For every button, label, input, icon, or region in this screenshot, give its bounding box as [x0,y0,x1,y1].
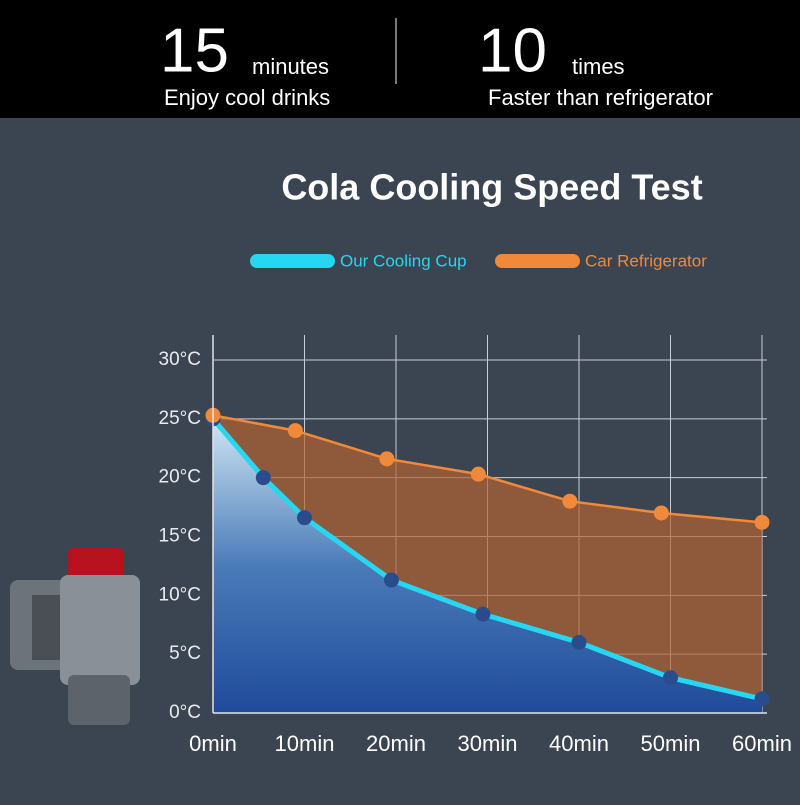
stat-caption: Enjoy cool drinks [164,85,330,110]
data-point [475,606,491,622]
data-point [663,670,678,686]
data-point [562,493,578,509]
data-point [287,423,303,439]
x-tick-label: 30min [458,731,518,756]
product-illustration [10,548,140,725]
data-point [653,505,669,521]
data-point [470,466,486,482]
stat-number: 10 [478,16,547,85]
stat-unit: minutes [252,54,329,79]
y-tick-label: 15°C [159,526,201,547]
data-point [297,510,312,526]
data-point [754,514,770,530]
legend-swatch [495,254,580,268]
data-point [754,691,770,707]
legend-swatch [250,254,335,268]
stat-number: 15 [160,16,229,85]
series-area [213,418,762,713]
y-tick-label: 20°C [159,467,201,488]
y-tick-label: 25°C [159,408,201,429]
legend-label: Our Cooling Cup [340,251,467,270]
y-tick-label: 10°C [159,584,201,605]
x-tick-label: 0min [189,731,237,756]
y-tick-label: 30°C [159,349,201,370]
data-point [383,572,399,588]
stat-unit: times [572,54,625,79]
data-point [571,634,587,650]
y-tick-label: 5°C [169,643,201,664]
legend-label: Car Refrigerator [585,251,707,270]
x-tick-label: 40min [549,731,609,756]
series-line [211,417,763,702]
x-tick-label: 10min [275,731,335,756]
data-point [379,451,395,467]
y-tick-label: 0°C [169,702,201,723]
x-tick-label: 60min [732,731,792,756]
x-tick-label: 20min [366,731,426,756]
x-tick-label: 50min [641,731,701,756]
chart-title: Cola Cooling Speed Test [281,167,702,208]
stat-caption: Faster than refrigerator [488,85,713,110]
data-point [255,470,271,486]
header-bar [0,0,800,118]
